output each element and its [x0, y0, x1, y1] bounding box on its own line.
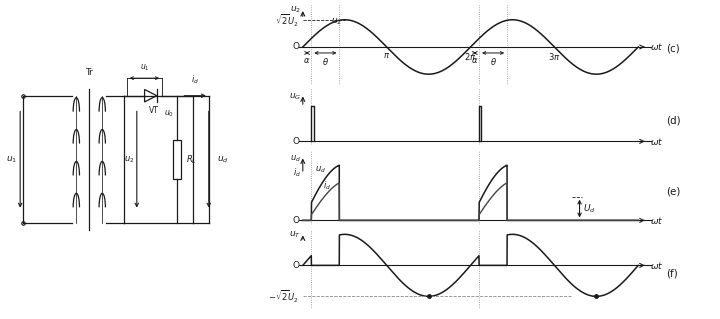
Text: O: O	[292, 42, 300, 51]
Text: $u_1$: $u_1$	[6, 154, 17, 165]
Text: $u_T$: $u_T$	[289, 230, 302, 240]
Text: $u_G$: $u_G$	[289, 92, 302, 102]
Text: $u_2$: $u_2$	[330, 17, 342, 27]
Text: $\sqrt{2}U_2$: $\sqrt{2}U_2$	[275, 12, 299, 28]
Text: $u_2$: $u_2$	[290, 4, 302, 15]
Text: $u_d$: $u_d$	[315, 164, 326, 175]
Text: $\omega t$: $\omega t$	[650, 215, 664, 226]
Text: $u_d$: $u_d$	[217, 154, 229, 165]
Text: $u_2$: $u_2$	[125, 154, 135, 165]
Text: $R_L$: $R_L$	[186, 153, 197, 166]
Text: $3\pi$: $3\pi$	[548, 50, 561, 62]
Text: (e): (e)	[666, 186, 680, 196]
Text: $2\pi$: $2\pi$	[464, 50, 477, 62]
Text: $U_d$: $U_d$	[582, 202, 595, 215]
Text: $\omega t$: $\omega t$	[650, 41, 664, 52]
Text: $i_d$: $i_d$	[293, 166, 302, 179]
Text: $\omega t$: $\omega t$	[650, 260, 664, 271]
Text: (f): (f)	[666, 269, 678, 278]
Text: (c): (c)	[666, 44, 680, 54]
Text: (d): (d)	[666, 115, 680, 125]
Text: O: O	[292, 216, 300, 225]
Text: $u_d$: $u_d$	[290, 153, 302, 164]
Text: $u_0$: $u_0$	[163, 108, 174, 119]
Text: $u_1$: $u_1$	[140, 63, 149, 73]
Text: $\theta$: $\theta$	[490, 56, 497, 67]
Text: Tr: Tr	[86, 68, 93, 77]
Text: $\alpha$: $\alpha$	[471, 56, 479, 65]
Text: VT: VT	[149, 106, 159, 115]
Text: $\alpha$: $\alpha$	[303, 56, 311, 65]
Text: $i_d$: $i_d$	[191, 74, 199, 86]
Text: O: O	[292, 261, 300, 270]
Text: $\pi$: $\pi$	[383, 50, 390, 60]
Text: $-\sqrt{2}U_2$: $-\sqrt{2}U_2$	[268, 288, 299, 304]
Bar	[173, 140, 181, 179]
Text: $i_d$: $i_d$	[323, 179, 331, 192]
Text: $\omega t$: $\omega t$	[650, 136, 664, 147]
Text: $\theta$: $\theta$	[322, 56, 329, 67]
Text: O: O	[292, 137, 300, 146]
